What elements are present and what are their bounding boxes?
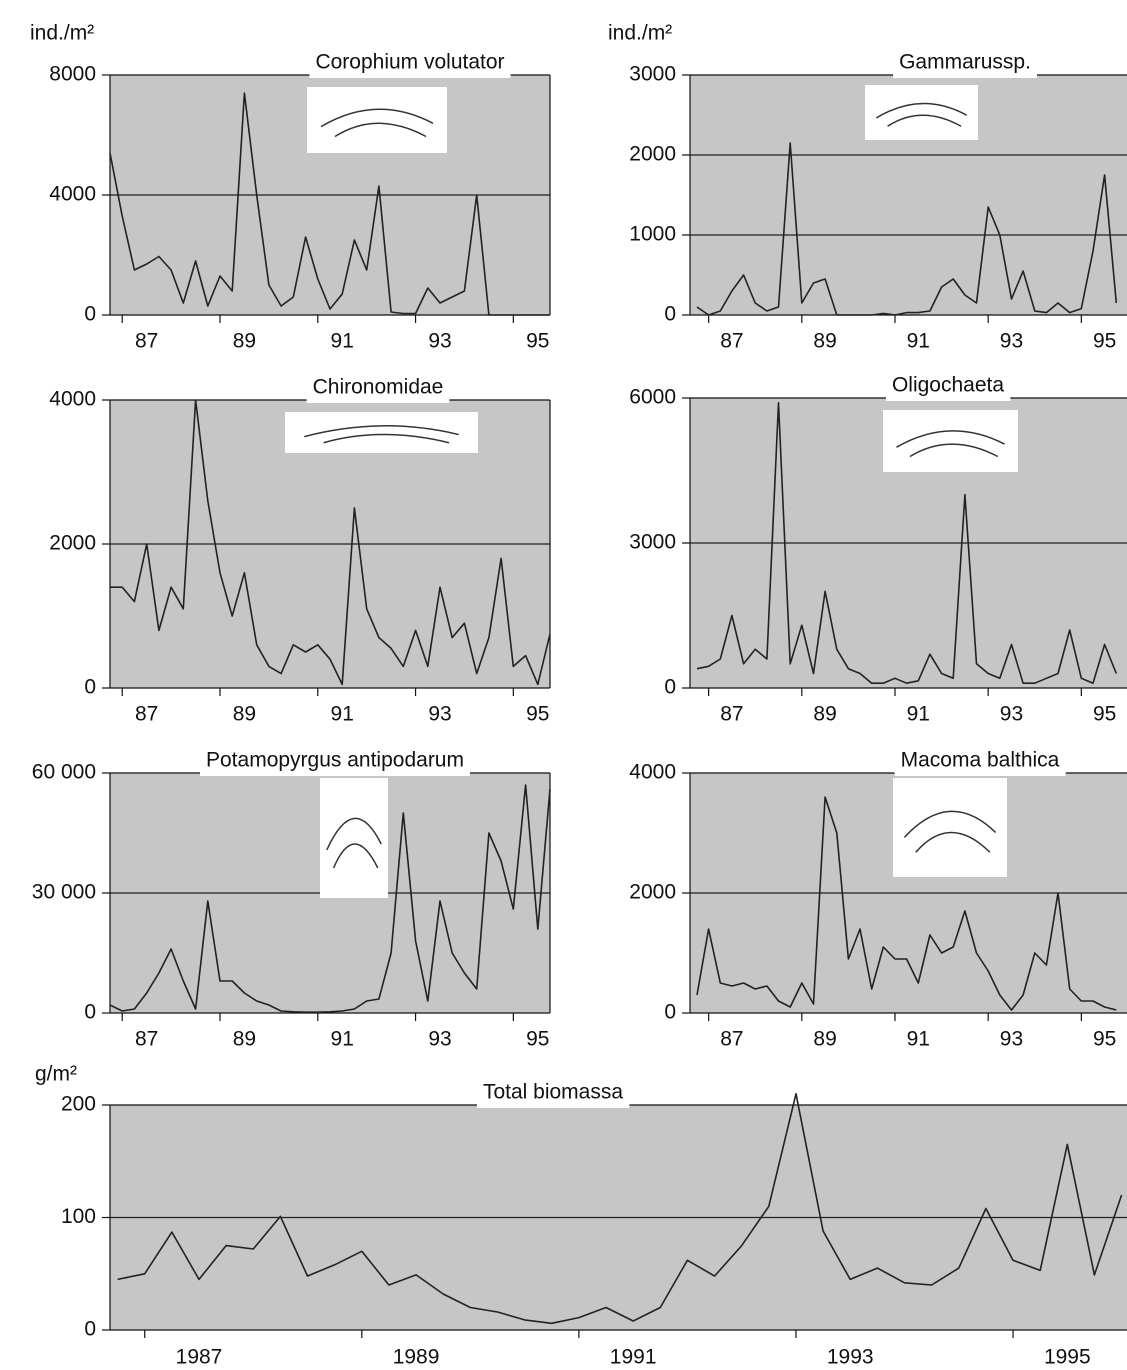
x-tick-label: 1987: [176, 1346, 223, 1369]
x-tick-label: 1989: [393, 1346, 440, 1369]
chart-title: Oligochaeta: [892, 374, 1004, 397]
y-tick-label: 0: [84, 303, 96, 326]
y-tick-label: 30 000: [32, 881, 96, 904]
y-tick-label: 2000: [629, 881, 676, 904]
y-tick-label: 0: [84, 1001, 96, 1024]
y-axis-label: ind./m²: [608, 22, 672, 45]
illustration-sketch: [304, 425, 459, 444]
y-tick-label: 3000: [629, 63, 676, 86]
x-tick-label: 91: [331, 1028, 354, 1051]
x-tick-label: 95: [1093, 703, 1116, 726]
y-tick-label: 2000: [629, 143, 676, 166]
title-background: [306, 398, 450, 403]
x-tick-label: 93: [428, 330, 451, 353]
title-background: [309, 73, 511, 78]
data-line: [109, 784, 551, 1013]
chart-title: Potamopyrgus antipodarum: [206, 749, 464, 772]
illustration: [883, 410, 1018, 472]
y-tick-label: 100: [61, 1205, 96, 1228]
y-tick-label: 1000: [629, 223, 676, 246]
x-tick-label: 1991: [610, 1346, 657, 1369]
y-tick-label: 2000: [49, 532, 96, 555]
title-background: [476, 1103, 630, 1108]
x-tick-label: 95: [1093, 1028, 1116, 1051]
x-tick-label: 87: [135, 330, 158, 353]
x-tick-label: 91: [331, 330, 354, 353]
x-tick-label: 87: [720, 1028, 743, 1051]
chart-title: Macoma balthica: [901, 749, 1060, 772]
y-tick-label: 0: [664, 303, 676, 326]
x-tick-label: 95: [1093, 330, 1116, 353]
y-tick-label: 60 000: [32, 761, 96, 784]
illustration: [320, 778, 388, 898]
x-tick-label: 93: [1000, 703, 1023, 726]
data-line: [696, 402, 1118, 684]
y-tick-label: 8000: [49, 63, 96, 86]
data-line: [696, 796, 1117, 1011]
illustration-sketch: [903, 810, 997, 853]
chart-title: Corophium volutator: [315, 51, 504, 74]
y-tick-label: 0: [84, 1318, 96, 1341]
x-tick-label: 89: [813, 330, 836, 353]
illustration-sketch: [875, 102, 968, 127]
illustration: [893, 778, 1007, 877]
x-tick-label: 91: [907, 703, 930, 726]
chart-title: Chironomidae: [313, 376, 444, 399]
x-tick-label: 93: [428, 1028, 451, 1051]
data-line: [696, 142, 1118, 316]
y-tick-label: 3000: [629, 531, 676, 554]
y-axis-label: g/m²: [35, 1063, 77, 1086]
x-tick-label: 89: [813, 1028, 836, 1051]
chart-title: Gammarussp.: [899, 51, 1031, 74]
title-background: [893, 73, 1037, 78]
x-tick-label: 1993: [827, 1346, 874, 1369]
y-axis-label: ind./m²: [30, 22, 94, 45]
y-tick-label: 200: [61, 1093, 96, 1116]
data-line: [110, 399, 551, 686]
illustration-sketch: [326, 817, 382, 869]
x-tick-label: 87: [720, 330, 743, 353]
y-tick-label: 0: [84, 676, 96, 699]
y-tick-label: 4000: [49, 183, 96, 206]
y-tick-label: 4000: [629, 761, 676, 784]
illustration-sketch: [896, 430, 1005, 458]
y-tick-label: 4000: [49, 388, 96, 411]
x-tick-label: 93: [1000, 330, 1023, 353]
x-tick-label: 93: [1000, 1028, 1023, 1051]
illustration: [865, 85, 978, 140]
data-line: [109, 92, 550, 316]
x-tick-label: 91: [907, 1028, 930, 1051]
y-tick-label: 0: [664, 676, 676, 699]
y-tick-label: 0: [664, 1001, 676, 1024]
x-tick-label: 89: [813, 703, 836, 726]
y-tick-label: 6000: [629, 386, 676, 409]
x-tick-label: 89: [233, 330, 256, 353]
x-tick-label: 89: [233, 703, 256, 726]
title-background: [894, 771, 1066, 776]
x-tick-label: 93: [428, 703, 451, 726]
x-tick-label: 95: [526, 703, 549, 726]
x-tick-label: 95: [526, 330, 549, 353]
x-tick-label: 89: [233, 1028, 256, 1051]
chart-title: Total biomassa: [483, 1081, 623, 1104]
title-background: [885, 396, 1011, 401]
x-tick-label: 91: [907, 330, 930, 353]
x-tick-label: 95: [526, 1028, 549, 1051]
title-background: [200, 771, 470, 776]
illustration: [307, 87, 447, 153]
illustration-sketch: [320, 108, 434, 138]
x-tick-label: 87: [135, 703, 158, 726]
x-tick-label: 87: [135, 1028, 158, 1051]
x-tick-label: 1995: [1044, 1346, 1091, 1369]
x-tick-label: 87: [720, 703, 743, 726]
data-line: [117, 1093, 1123, 1325]
x-tick-label: 91: [331, 703, 354, 726]
